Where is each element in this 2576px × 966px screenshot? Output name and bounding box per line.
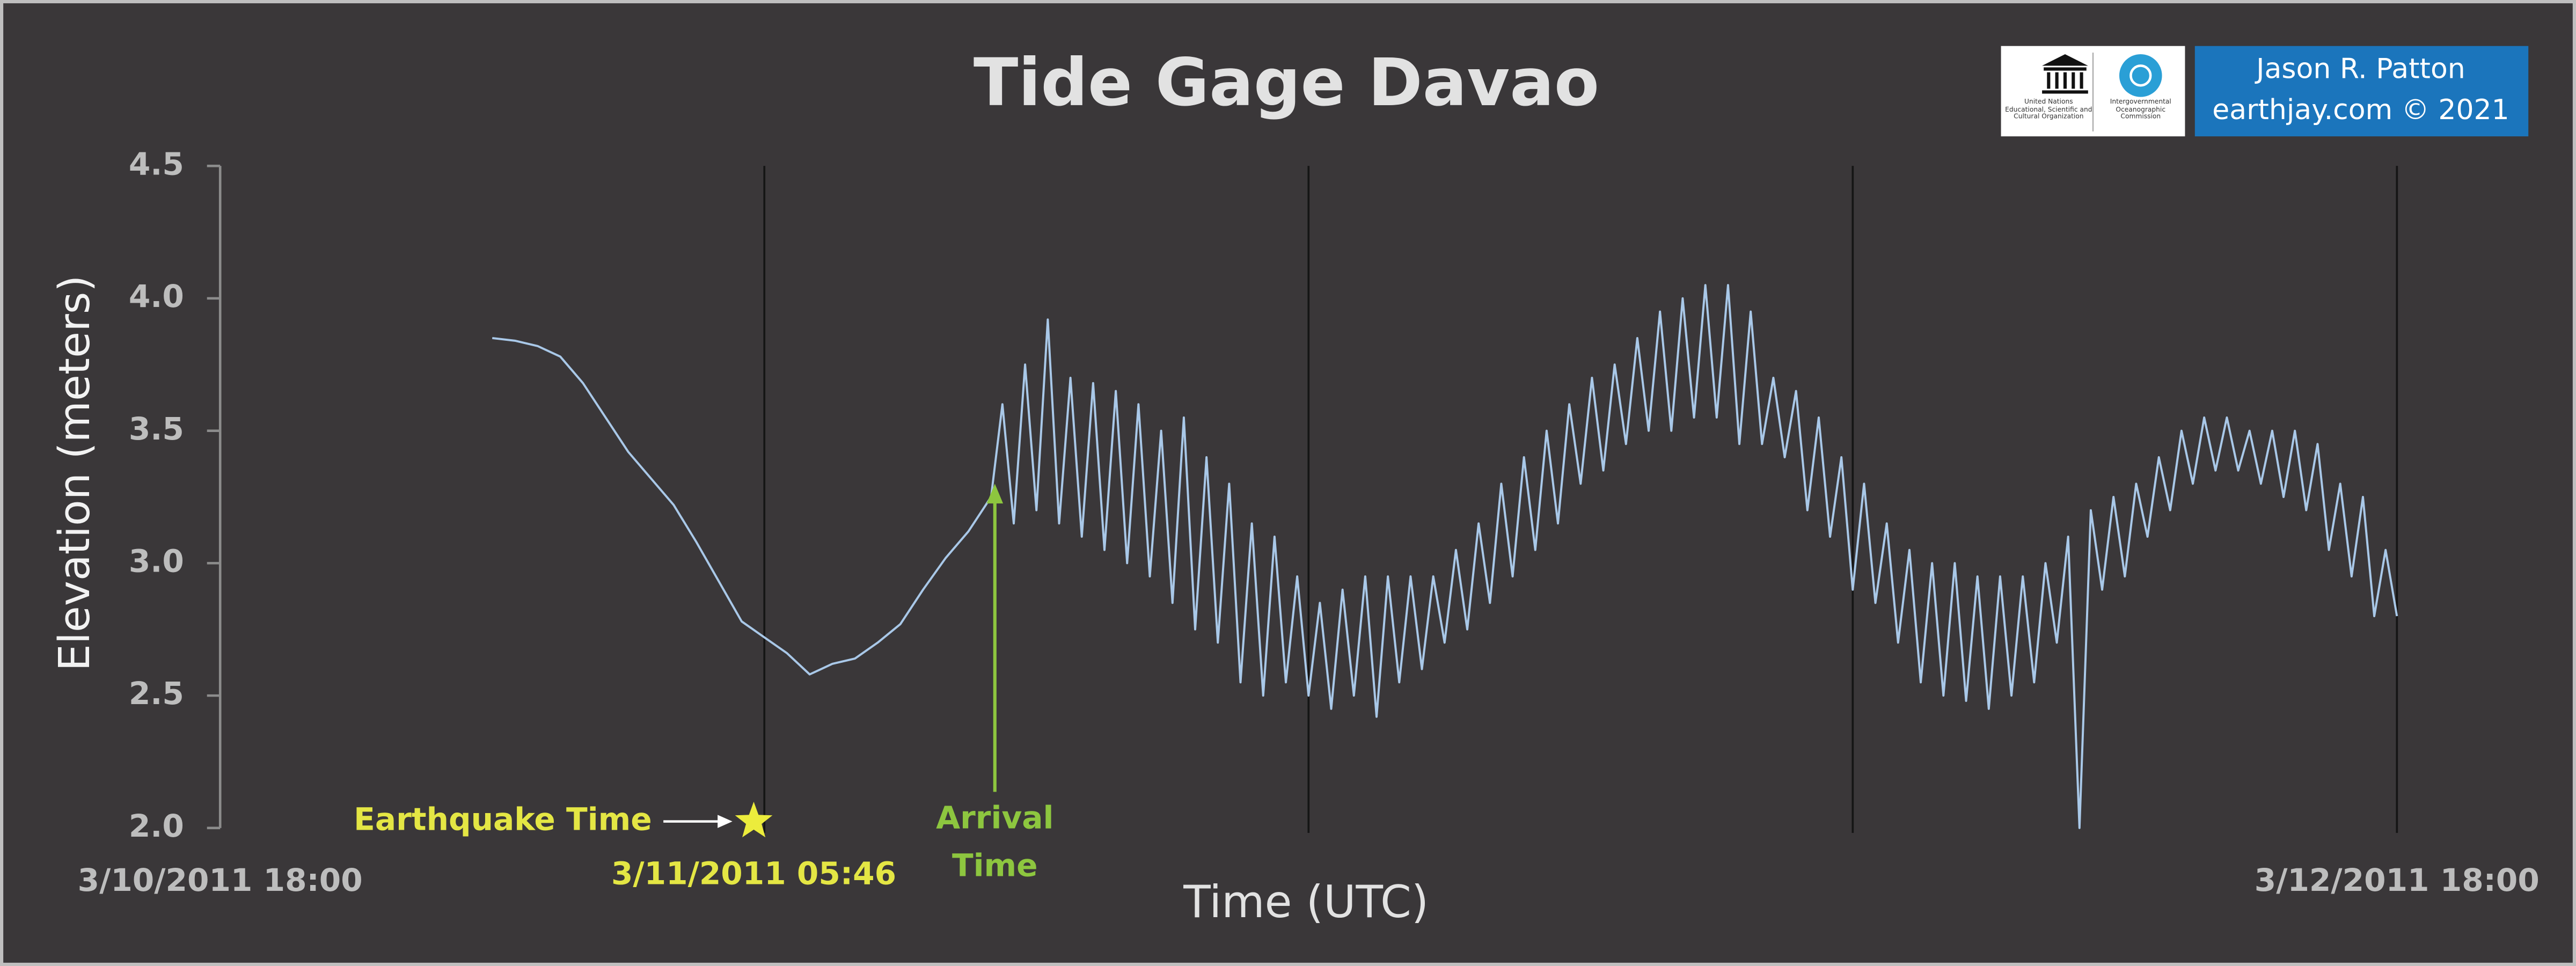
x-tick-label: 3/10/2011 18:00 <box>78 862 363 898</box>
y-tick-label: 2.0 <box>129 808 184 844</box>
y-tick-label: 3.5 <box>129 411 184 447</box>
arrival-label: Arrival Time <box>936 800 1053 884</box>
earthquake-arrowhead <box>718 815 733 828</box>
earthquake-label: Earthquake Time <box>354 801 652 838</box>
y-tick-label: 4.0 <box>129 278 184 314</box>
y-tick-label: 2.5 <box>129 675 184 712</box>
data-line <box>492 284 2398 829</box>
logo-text-box: Intergovernmental Oceanographic Commissi… <box>2110 98 2171 120</box>
ioc-text: Intergovernmental Oceanographic Commissi… <box>2110 98 2171 120</box>
x-tick-label: 3/12/2011 18:00 <box>2255 862 2540 898</box>
arrival-label-line: Time <box>952 847 1038 883</box>
x-axis-label: Time (UTC) <box>1183 876 1429 928</box>
y-axis-label: Elevation (meters) <box>49 275 99 671</box>
credit-site: earthjay.com © 2021 <box>2212 94 2509 126</box>
y-tick-label: 3.0 <box>129 543 184 579</box>
arrival-label-line: Arrival <box>936 800 1053 836</box>
chart-title: Tide Gage Davao <box>974 44 1599 121</box>
credit-name: Jason R. Patton <box>2255 53 2465 85</box>
y-tick-label: 4.5 <box>129 145 184 182</box>
unesco-text: United Nations Educational, Scientific a… <box>2005 98 2092 120</box>
ioc-icon <box>2119 54 2162 97</box>
earthquake-star <box>735 801 773 838</box>
unesco-icon <box>2042 54 2088 94</box>
logo-box: United Nations Educational, Scientific a… <box>2001 46 2185 137</box>
logo-text-box: United Nations Educational, Scientific a… <box>2005 98 2092 120</box>
ioc-icon-ring <box>2129 64 2152 87</box>
credit-box <box>2194 46 2529 137</box>
arrival-arrowhead <box>986 484 1004 504</box>
earthquake-time-label: 3/11/2011 05:46 <box>611 855 896 892</box>
